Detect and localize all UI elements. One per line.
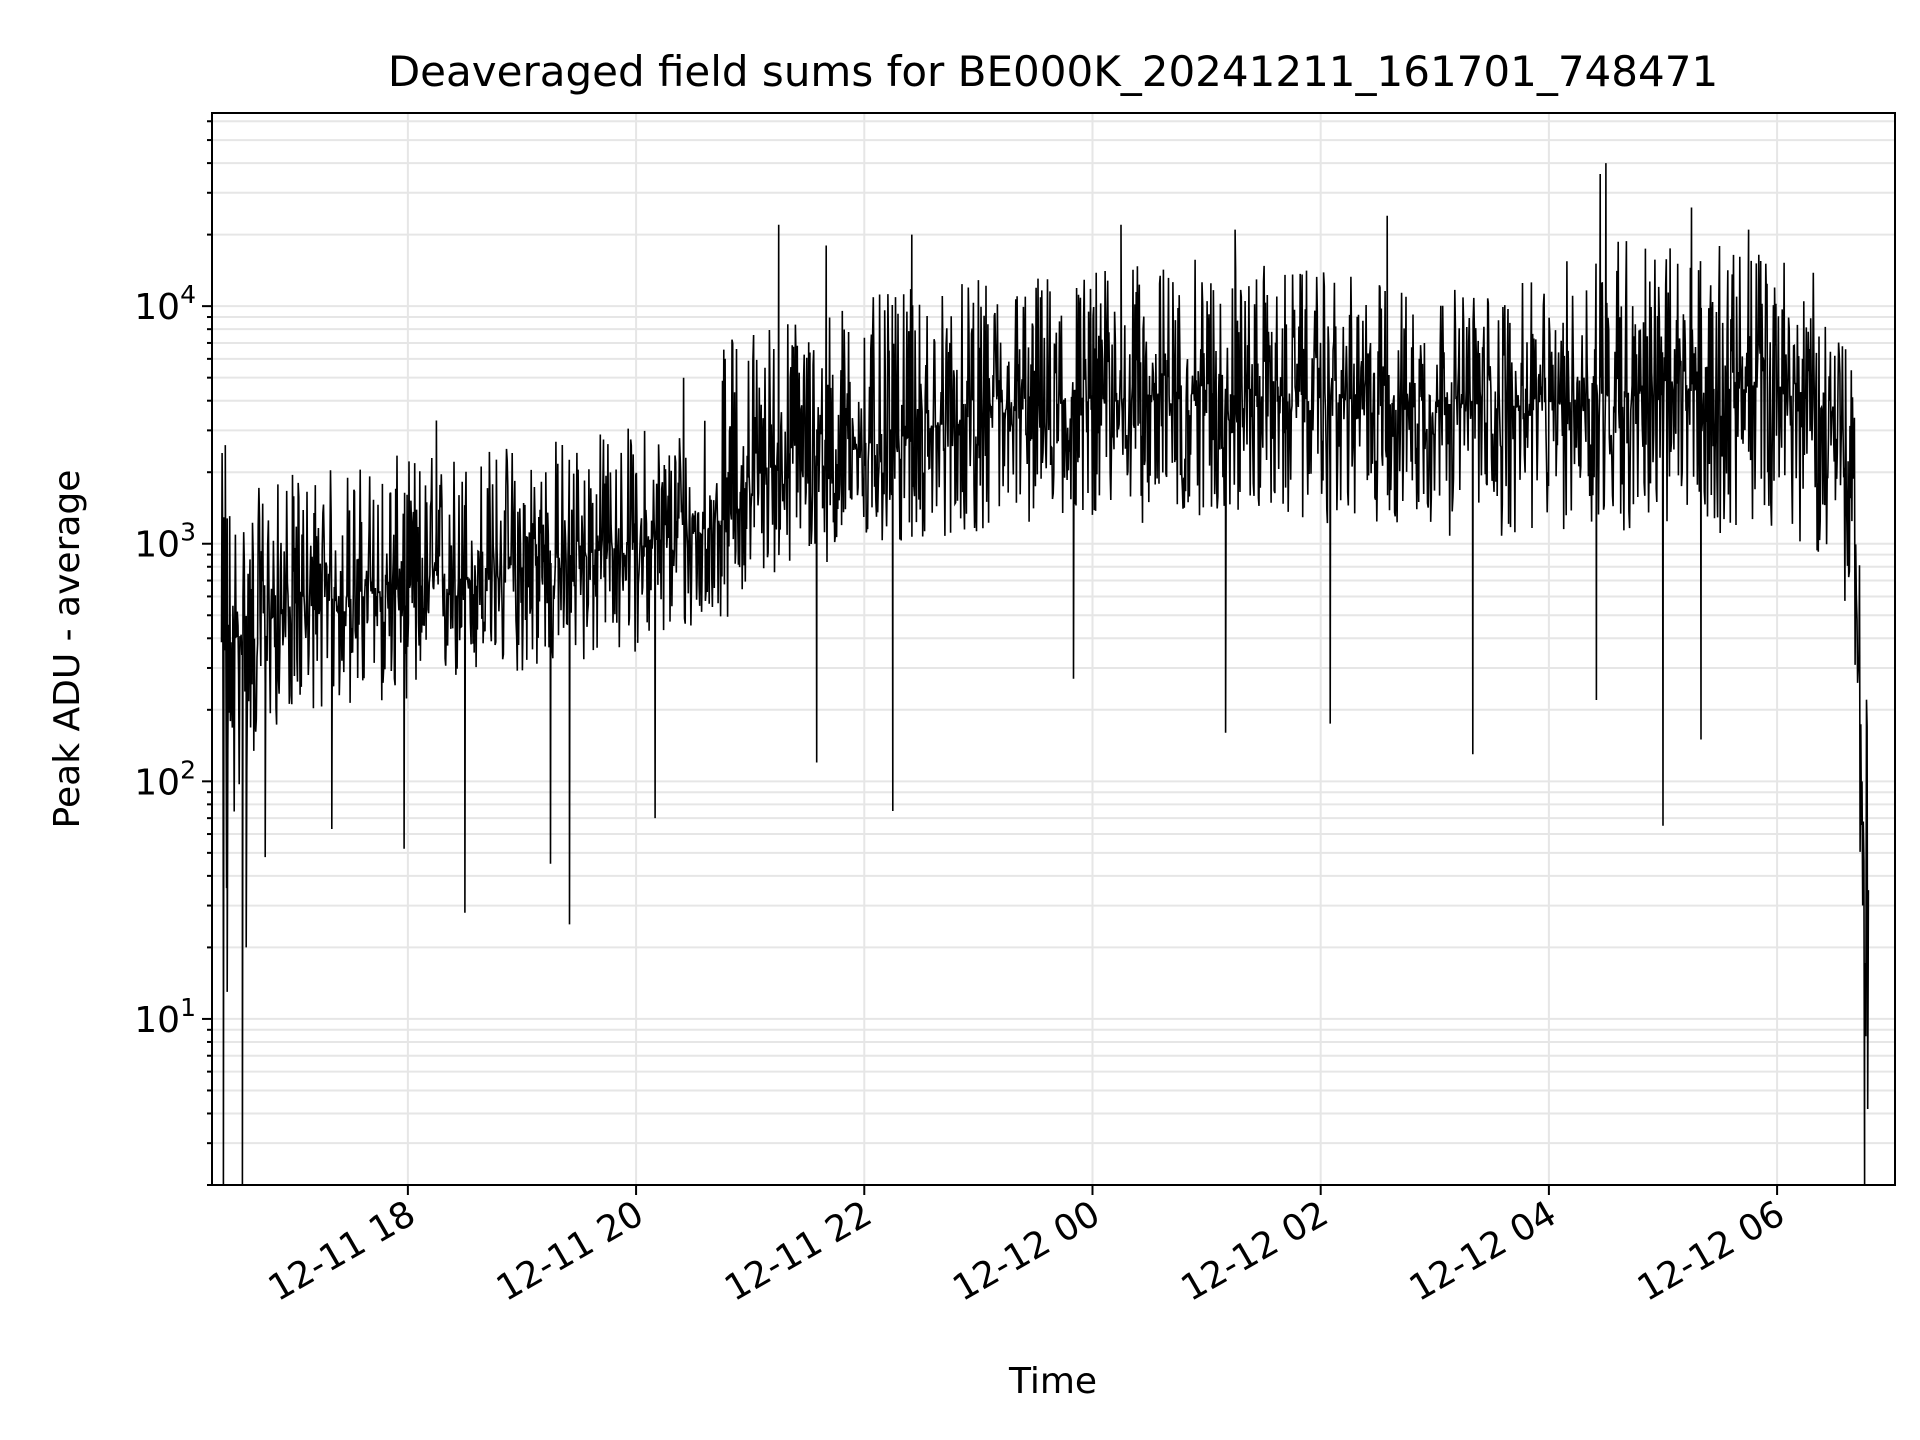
plot-frame — [211, 112, 1896, 1186]
grid-lines — [212, 113, 1895, 1186]
y-tick-label: 102 — [134, 755, 196, 803]
y-tick-label: 101 — [134, 993, 196, 1041]
x-axis-label: Time — [1008, 1361, 1097, 1402]
y-tick-label: 104 — [134, 280, 196, 328]
y-axis-label: Peak ADU - average — [47, 470, 88, 829]
chart-title: Deaveraged field sums for BE000K_2024121… — [388, 47, 1718, 96]
y-tick-label: 103 — [134, 518, 196, 566]
series-trace — [220, 163, 1870, 1186]
series-line — [220, 163, 1870, 1186]
